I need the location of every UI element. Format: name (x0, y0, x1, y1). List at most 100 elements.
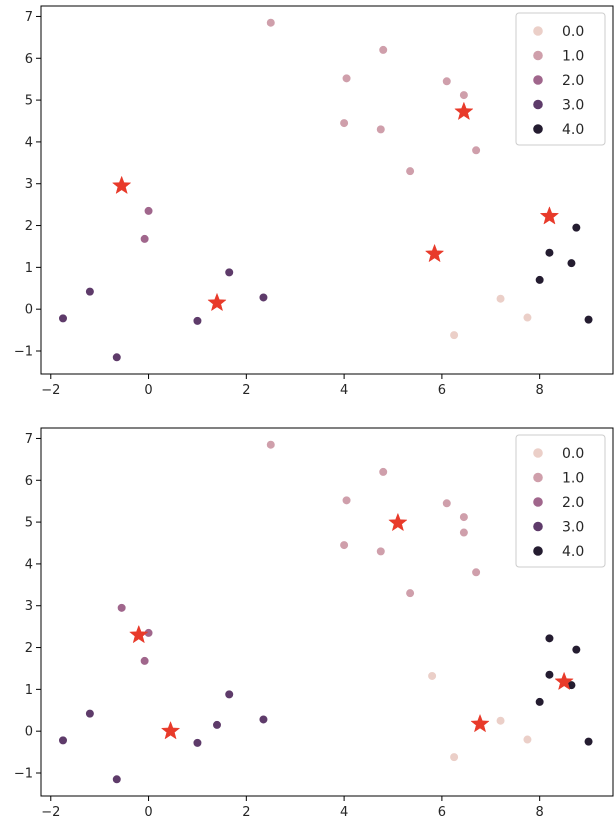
data-point (495, 293, 506, 304)
data-point (471, 567, 481, 578)
data-point (471, 145, 481, 156)
legend: 0.0 1.0 2.0 3.0 4.0 (515, 12, 606, 146)
legend-marker (532, 25, 544, 37)
data-point (571, 644, 582, 655)
centroid-star-icon (539, 206, 560, 225)
legend-marker (532, 98, 544, 111)
legend-marker (532, 74, 544, 86)
y-tick-label: −1 (14, 767, 33, 782)
data-point (375, 546, 386, 557)
legend-label: 1.0 (562, 471, 584, 487)
y-tick-label: 4 (25, 557, 33, 572)
data-point (375, 124, 386, 135)
data-point (534, 697, 545, 707)
y-tick-label: 0 (25, 725, 33, 740)
legend-marker (532, 49, 544, 62)
data-point (427, 671, 437, 681)
x-tick-label: 0 (144, 383, 152, 398)
y-tick-label: 2 (25, 641, 33, 656)
x-tick-label: 0 (144, 805, 152, 820)
data-point (583, 736, 594, 747)
data-point (459, 90, 469, 100)
y-tick-label: 7 (25, 432, 33, 447)
data-point (522, 312, 533, 323)
data-point (341, 73, 352, 84)
legend-marker (532, 123, 544, 135)
legend-box (515, 12, 606, 146)
y-tick-label: 6 (25, 474, 33, 489)
legend-label: 1.0 (562, 49, 584, 65)
legend-label: 2.0 (562, 495, 584, 511)
legend-marker (532, 447, 544, 459)
data-point (449, 330, 459, 340)
data-point (459, 512, 469, 522)
data-point (441, 498, 452, 509)
y-tick-label: 4 (25, 135, 33, 150)
data-point (258, 714, 269, 725)
legend: 0.0 1.0 2.0 3.0 4.0 (515, 434, 606, 568)
legend-box (515, 434, 606, 568)
y-tick-label: 1 (25, 683, 33, 698)
scatter-chart-top: −2 0 2 4 6 8 −1 0 1 2 3 4 5 6 7 0.0 1.0 2.0 3.0 4.0 (14, 5, 614, 398)
centroid-star-icon (129, 624, 149, 644)
data-point (449, 752, 459, 762)
y-tick-label: −1 (14, 345, 33, 360)
data-point (224, 267, 235, 278)
legend-label: 2.0 (562, 73, 584, 89)
data-point (534, 275, 545, 285)
x-tick-label: 4 (340, 383, 348, 398)
axes-frame (40, 427, 614, 797)
legend-marker (532, 545, 544, 557)
data-point (58, 735, 68, 746)
centroid-star-icon (424, 243, 445, 263)
data-point (85, 708, 95, 719)
data-point (139, 656, 150, 666)
data-point (85, 286, 95, 297)
legend-marker (532, 496, 544, 508)
data-point (341, 495, 352, 506)
y-tick-label: 7 (25, 10, 33, 25)
centroid-star-icon (160, 720, 181, 740)
centroid-star-icon (207, 292, 227, 312)
data-point (339, 540, 349, 550)
data-point (258, 292, 269, 303)
data-point (544, 633, 555, 644)
data-point (378, 45, 389, 55)
x-tick-label: 8 (536, 805, 544, 820)
data-point (571, 222, 582, 233)
data-point (522, 734, 533, 745)
data-point (212, 720, 222, 730)
centroid-star-icon (470, 713, 490, 733)
data-point (192, 316, 203, 326)
legend-marker (532, 520, 544, 533)
data-point (265, 439, 276, 450)
legend-label: 4.0 (562, 544, 584, 560)
data-point (111, 774, 122, 785)
axes-frame (40, 5, 614, 375)
data-point (495, 715, 506, 726)
data-point (405, 588, 415, 598)
x-tick-label: −2 (41, 383, 60, 398)
data-point (339, 118, 349, 128)
data-point (143, 206, 154, 216)
x-tick-label: 4 (340, 805, 348, 820)
data-point (111, 352, 122, 363)
y-tick-label: 6 (25, 52, 33, 67)
x-tick-label: 6 (438, 805, 446, 820)
x-tick-label: −2 (41, 805, 60, 820)
data-point (459, 527, 469, 538)
data-point (405, 166, 415, 176)
y-tick-label: 3 (25, 599, 33, 614)
data-point (583, 314, 594, 325)
legend-label: 0.0 (562, 446, 584, 462)
x-tick-label: 8 (536, 383, 544, 398)
y-tick-label: 1 (25, 261, 33, 276)
x-tick-label: 2 (242, 805, 250, 820)
centroid-star-icon (388, 512, 408, 532)
legend-label: 3.0 (562, 520, 584, 536)
centroid-star-icon (554, 671, 574, 691)
y-tick-label: 3 (25, 177, 33, 192)
data-point (58, 313, 68, 324)
centroid-star-icon (454, 101, 474, 121)
legend-label: 4.0 (562, 122, 584, 138)
